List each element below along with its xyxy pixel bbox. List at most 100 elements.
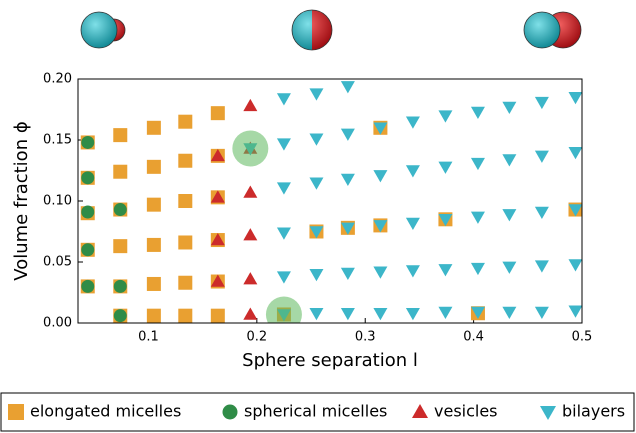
marker-triangle: [340, 267, 355, 280]
marker-triangle: [568, 305, 582, 318]
legend-item: bilayers: [540, 402, 625, 421]
legend-item: vesicles: [412, 402, 498, 421]
marker-triangle: [534, 96, 549, 110]
marker-triangle: [340, 307, 355, 321]
marker-circle: [222, 404, 238, 420]
marker-circle: [113, 309, 127, 323]
marker-circle: [113, 279, 127, 293]
marker-square: [146, 308, 161, 323]
x-tick-label: 0.4: [463, 330, 484, 345]
marker-square: [113, 164, 128, 179]
legend-label: elongated micelles: [30, 402, 181, 421]
marker-triangle: [405, 217, 420, 230]
marker-triangle: [470, 262, 485, 276]
legend-item: spherical micelles: [222, 402, 387, 421]
marker-square: [210, 308, 225, 323]
marker-triangle: [373, 266, 388, 279]
marker-square: [146, 276, 161, 291]
marker-triangle: [309, 177, 324, 190]
highlight: [265, 296, 302, 323]
marker-square: [210, 106, 225, 121]
marker-triangle: [568, 204, 582, 217]
x-tick-label: 0.1: [138, 330, 159, 345]
marker-circle: [113, 203, 127, 217]
plot-area: [80, 81, 582, 323]
marker-triangle: [438, 214, 453, 227]
legend-label: vesicles: [434, 402, 498, 421]
marker-triangle: [568, 92, 582, 105]
marker-triangle: [438, 264, 453, 277]
y-tick-label: 0.15: [43, 133, 72, 148]
marker-square: [146, 159, 161, 174]
marker-square: [8, 404, 24, 420]
marker-circle: [81, 205, 95, 219]
marker-triangle: [502, 209, 517, 222]
marker-circle: [81, 279, 95, 293]
marker-triangle: [243, 98, 258, 112]
marker-triangle: [210, 233, 225, 246]
marker-triangle: [373, 220, 388, 233]
molecule-icons: [80, 9, 582, 51]
marker-triangle: [438, 306, 453, 320]
marker-triangle: [243, 228, 258, 241]
marker-square: [178, 275, 193, 290]
marker-triangle: [502, 306, 517, 320]
plot-frame: [77, 78, 583, 324]
legend-item: elongated micelles: [8, 402, 181, 421]
marker-triangle: [210, 274, 225, 287]
marker-triangle: [502, 154, 517, 167]
marker-triangle: [210, 190, 225, 203]
marker-square: [113, 128, 128, 143]
marker-triangle: [540, 406, 556, 420]
marker-triangle: [373, 170, 388, 183]
marker-square: [113, 239, 128, 254]
marker-triangle: [568, 259, 582, 272]
marker-triangle: [470, 157, 485, 171]
x-axis-label: Sphere separation l: [242, 350, 418, 371]
marker-triangle: [276, 93, 291, 106]
x-tick-label: 0.3: [355, 330, 376, 345]
x-tick-label: 0.5: [572, 330, 593, 345]
marker-triangle: [568, 146, 582, 160]
marker-triangle: [405, 116, 420, 129]
marker-triangle: [405, 307, 420, 321]
marker-triangle: [373, 122, 388, 135]
marker-circle: [81, 135, 95, 149]
marker-triangle: [340, 81, 355, 94]
marker-square: [146, 237, 161, 252]
marker-triangle: [309, 88, 324, 101]
marker-triangle: [534, 150, 549, 163]
marker-triangle: [309, 133, 324, 146]
marker-triangle: [340, 128, 355, 141]
marker-triangle: [373, 307, 388, 321]
legend-box: [0, 392, 635, 432]
marker-square: [178, 194, 193, 208]
marker-triangle: [405, 265, 420, 278]
marker-triangle: [502, 261, 517, 274]
marker-triangle: [470, 106, 485, 119]
marker-triangle: [243, 185, 258, 198]
marker-circle: [81, 171, 95, 185]
marker-square: [146, 120, 161, 135]
y-tick-label: 0.20: [43, 72, 72, 87]
highlight: [232, 130, 269, 167]
marker-triangle: [470, 211, 485, 224]
marker-square: [146, 197, 161, 212]
marker-triangle: [502, 101, 517, 115]
marker-triangle: [276, 271, 291, 284]
marker-square: [178, 153, 193, 168]
marker-triangle: [243, 307, 258, 320]
marker-triangle: [534, 206, 549, 219]
marker-triangle: [405, 165, 420, 178]
y-tick-label: 0.05: [43, 255, 72, 270]
y-tick-label: 0.10: [43, 194, 72, 209]
legend-label: bilayers: [562, 402, 625, 421]
marker-triangle: [534, 306, 549, 320]
marker-triangle: [340, 222, 355, 235]
marker-square: [178, 308, 193, 323]
legend-label: spherical micelles: [244, 402, 387, 421]
marker-triangle: [309, 307, 324, 321]
marker-triangle: [340, 173, 355, 187]
marker-triangle: [276, 182, 291, 195]
